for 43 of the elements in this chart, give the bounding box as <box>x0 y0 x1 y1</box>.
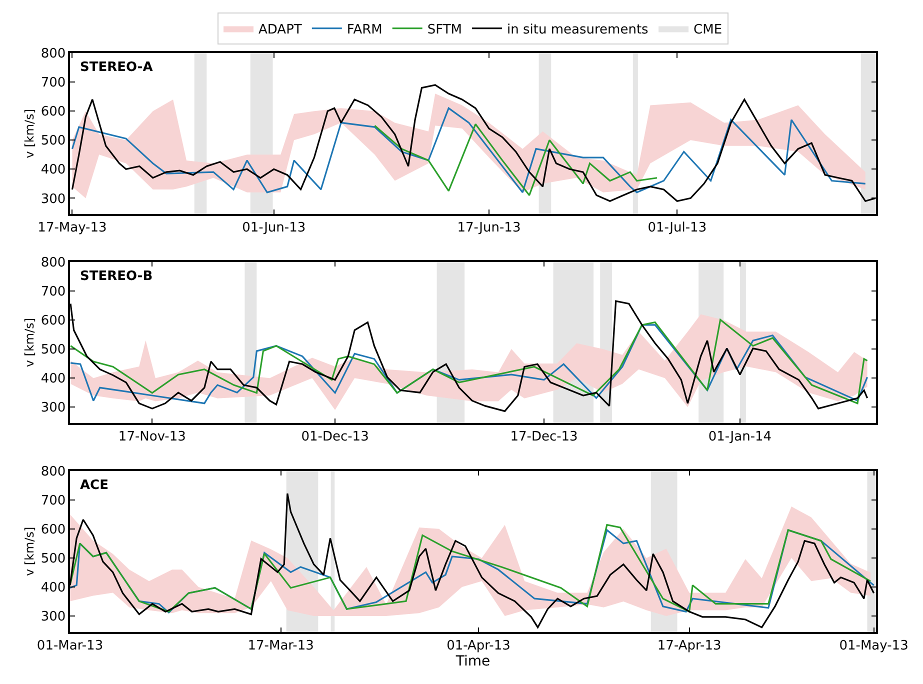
legend-label: ADAPT <box>258 22 302 38</box>
x-tick-label: 01-Jan-14 <box>708 429 772 444</box>
y-tick-label: 600 <box>40 314 66 329</box>
y-tick-label: 700 <box>40 76 66 91</box>
x-tick-label: 01-May-13 <box>839 638 908 654</box>
y-tick-label: 800 <box>40 255 66 270</box>
y-tick-label: 800 <box>40 46 66 62</box>
y-tick-label: 400 <box>40 372 66 387</box>
text: ACE <box>80 478 108 493</box>
x-tick-label: 01-Jun-13 <box>242 220 306 236</box>
x-tick-label: 17-Mar-13 <box>248 638 314 654</box>
y-axis-title: v [km/s] <box>22 318 37 368</box>
legend-label: FARM <box>346 22 382 38</box>
x-tick-label: 01-Jul-13 <box>648 220 707 236</box>
y-tick-label: 500 <box>40 342 66 358</box>
y-tick-label: 700 <box>40 493 66 508</box>
y-tick-label: 700 <box>40 284 66 300</box>
x-tick-label: 17-Dec-13 <box>510 429 578 444</box>
y-tick-label: 800 <box>40 464 66 480</box>
y-tick-label: 300 <box>40 400 66 416</box>
y-axis-title: v [km/s] <box>22 108 37 158</box>
x-tick-label: 01-Mar-13 <box>36 638 104 654</box>
y-axis-title: v [km/s] <box>22 526 37 576</box>
text: STEREO-A <box>80 60 153 75</box>
y-tick-label: 300 <box>40 610 66 625</box>
y-tick-label: 600 <box>40 522 66 538</box>
x-tick-label: 01-Dec-13 <box>301 429 369 444</box>
legend-label: in situ measurements <box>507 22 649 38</box>
x-tick-label: 17-May-13 <box>38 220 107 236</box>
x-tick-label: 17-Nov-13 <box>118 429 186 444</box>
x-tick-label: 17-Jun-13 <box>457 220 521 236</box>
x-axis-title: Time <box>454 653 490 670</box>
legend-label: CME <box>694 22 722 38</box>
y-tick-label: 500 <box>40 552 66 567</box>
y-tick-label: 600 <box>40 104 66 120</box>
y-tick-label: 400 <box>40 162 66 178</box>
x-tick-label: 01-Apr-13 <box>446 638 510 654</box>
legend-label: SFTM <box>427 22 462 38</box>
y-tick-label: 400 <box>40 580 66 596</box>
y-tick-label: 500 <box>40 134 66 149</box>
y-tick-label: 300 <box>40 192 66 207</box>
text: STEREO-B <box>80 269 153 284</box>
x-tick-label: 17-Apr-13 <box>657 638 722 654</box>
